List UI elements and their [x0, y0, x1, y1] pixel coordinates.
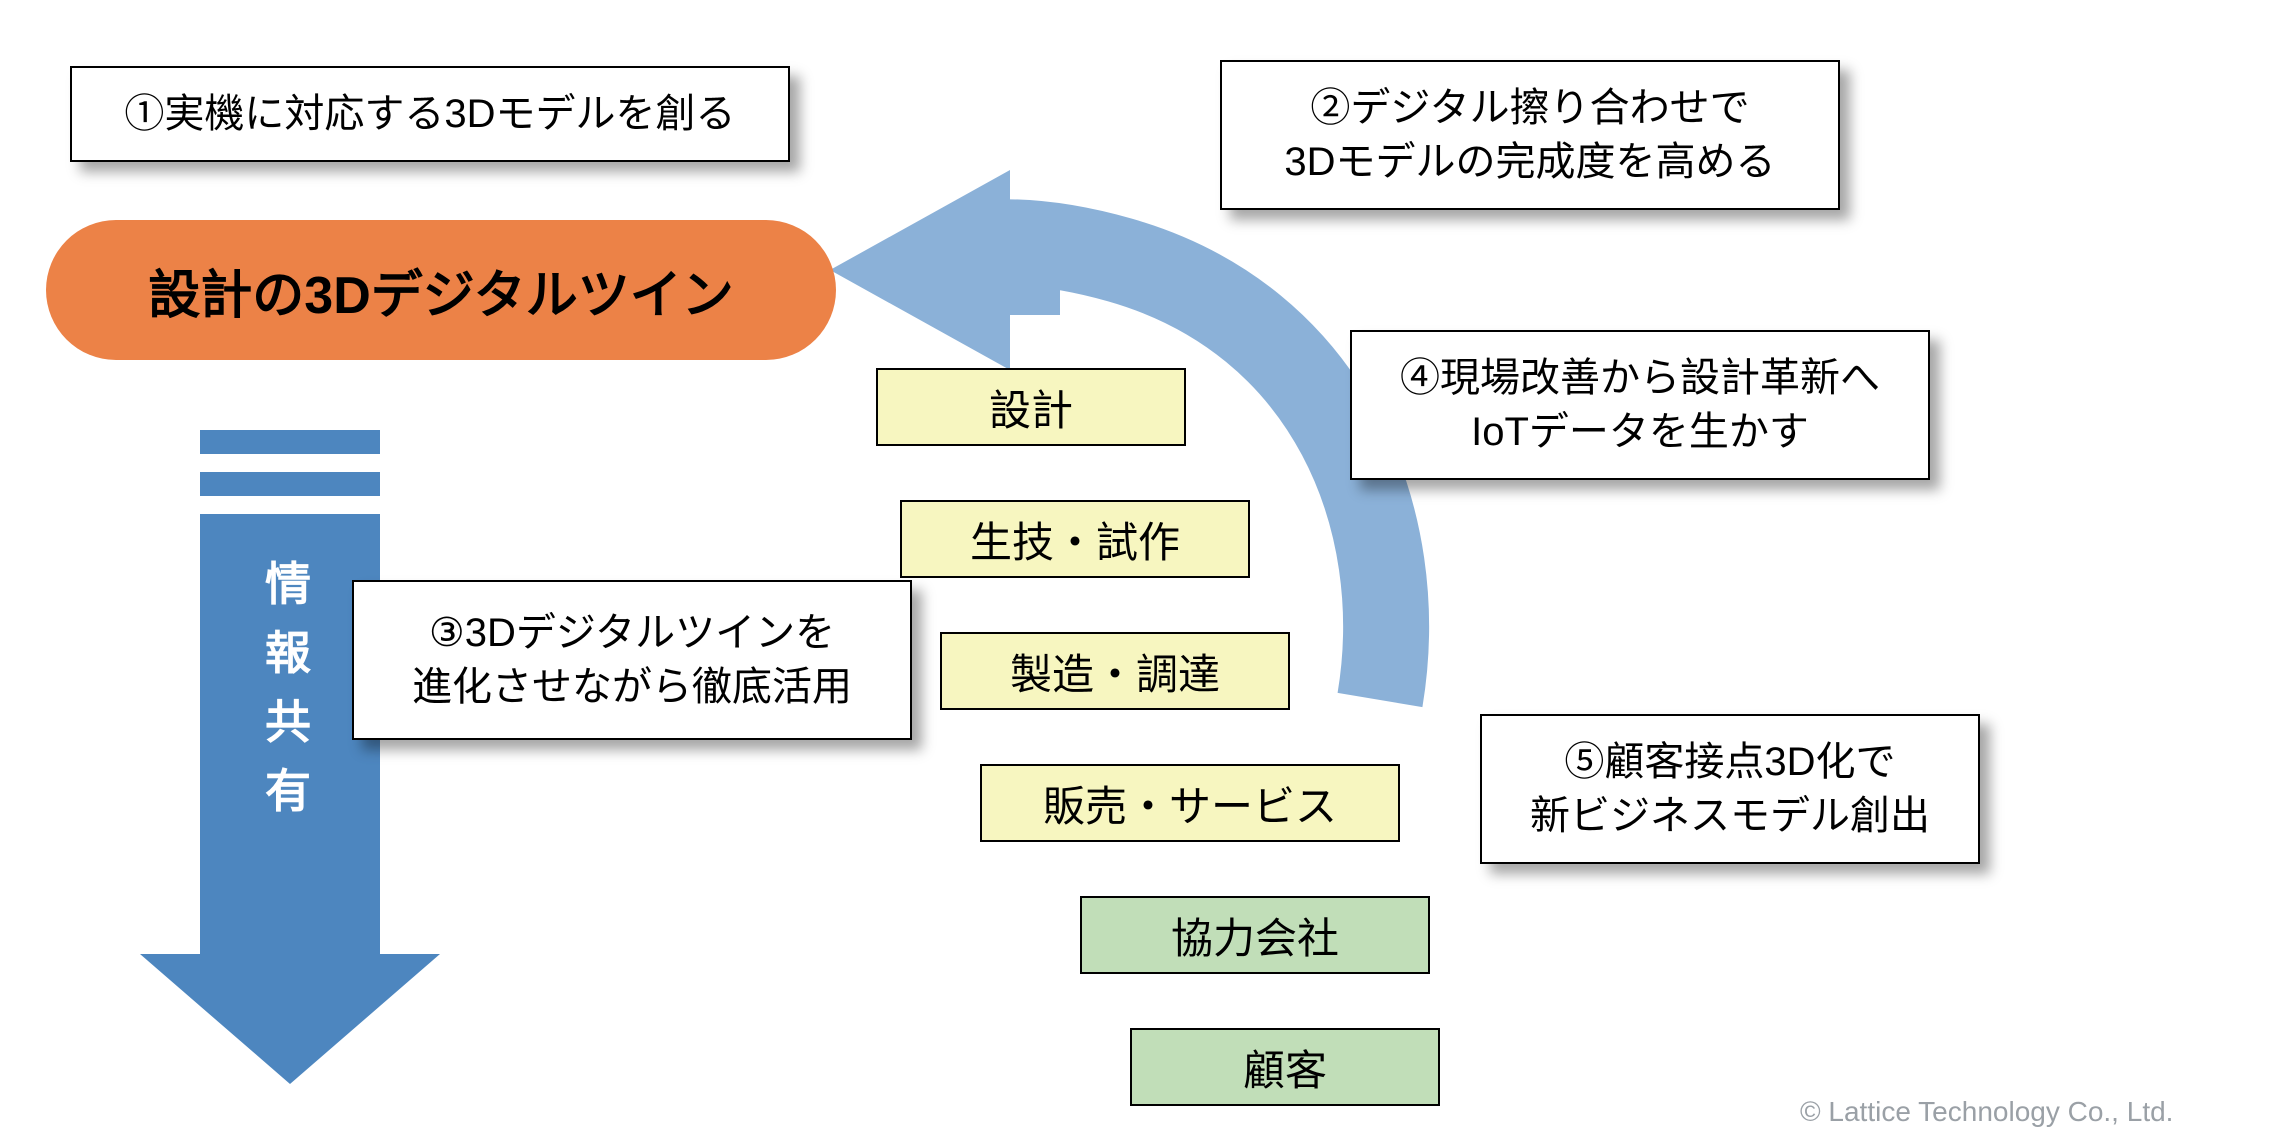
callout-5-line2: 新ビジネスモデル創出 — [1530, 789, 1930, 843]
callout-5-line1: ⑤顧客接点3D化で — [1530, 735, 1930, 789]
stage-design-label: 設計 — [989, 377, 1073, 438]
info-share-down-arrow: 情 報 共 有 — [140, 430, 440, 1090]
copyright-text: © Lattice Technology Co., Ltd. — [1800, 1096, 2173, 1128]
digital-twin-pill-text: 設計の3Dデジタルツイン — [148, 253, 733, 328]
callout-3-line1: ③3Dデジタルツインを — [412, 606, 852, 660]
stage-customers-label: 顧客 — [1243, 1037, 1327, 1098]
callout-2-line2: 3Dモデルの完成度を高める — [1284, 135, 1775, 189]
callout-4-line2: IoTデータを生かす — [1400, 405, 1880, 459]
stage-prototype-label: 生技・試作 — [970, 509, 1180, 570]
callout-3: ③3Dデジタルツインを 進化させながら徹底活用 — [352, 580, 912, 740]
stage-prototype: 生技・試作 — [900, 500, 1250, 578]
callout-5: ⑤顧客接点3D化で 新ビジネスモデル創出 — [1480, 714, 1980, 864]
stage-design: 設計 — [876, 368, 1186, 446]
callout-2: ②デジタル擦り合わせで 3Dモデルの完成度を高める — [1220, 60, 1840, 210]
stage-customers: 顧客 — [1130, 1028, 1440, 1106]
stage-partners: 協力会社 — [1080, 896, 1430, 974]
stage-manufacturing: 製造・調達 — [940, 632, 1290, 710]
callout-1-text: ①実機に対応する3Dモデルを創る — [124, 87, 735, 141]
callout-4: ④現場改善から設計革新へ IoTデータを生かす — [1350, 330, 1930, 480]
callout-2-line1: ②デジタル擦り合わせで — [1284, 81, 1775, 135]
stage-partners-label: 協力会社 — [1171, 905, 1339, 966]
digital-twin-pill: 設計の3Dデジタルツイン — [46, 220, 836, 360]
stage-manufacturing-label: 製造・調達 — [1010, 641, 1220, 702]
stage-sales-service: 販売・サービス — [980, 764, 1400, 842]
callout-3-line2: 進化させながら徹底活用 — [412, 660, 852, 714]
callout-1: ①実機に対応する3Dモデルを創る — [70, 66, 790, 162]
stage-sales-service-label: 販売・サービス — [1043, 773, 1337, 834]
diagram-canvas: ①実機に対応する3Dモデルを創る ②デジタル擦り合わせで 3Dモデルの完成度を高… — [0, 0, 2294, 1144]
callout-4-line1: ④現場改善から設計革新へ — [1400, 351, 1880, 405]
